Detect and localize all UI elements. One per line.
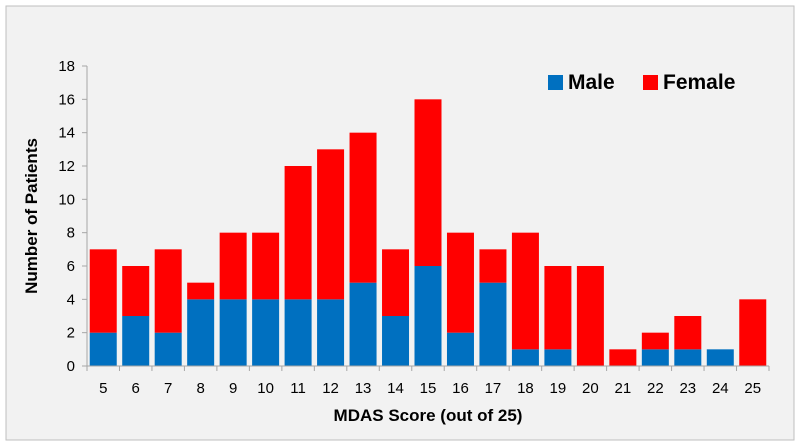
legend-label-male: Male	[568, 71, 615, 94]
x-tick-label: 18	[517, 380, 534, 397]
bar-female-22	[641, 332, 669, 350]
bar-female-15	[414, 99, 442, 266]
bar-female-18	[511, 232, 539, 350]
bar-female-21	[609, 349, 637, 366]
y-axis-ticks: 0 2 4 6 8 10 12 14 16 18	[58, 58, 87, 375]
legend-swatch-male	[548, 75, 563, 90]
bar-male-7	[154, 332, 182, 366]
y-tick-label: 12	[58, 158, 75, 175]
bar-female-8	[187, 282, 215, 300]
x-tick-label: 13	[355, 380, 372, 397]
x-tick-label: 20	[582, 380, 599, 397]
y-tick-label: 16	[58, 91, 75, 108]
bar-female-7	[154, 249, 182, 333]
bar-male-6	[122, 316, 150, 366]
x-tick-label: 19	[550, 380, 567, 397]
legend-label-female: Female	[663, 71, 735, 94]
y-tick-label: 8	[67, 225, 75, 242]
bar-female-5	[89, 249, 117, 333]
bar-female-12	[317, 149, 345, 300]
bar-female-23	[674, 316, 702, 350]
bar-male-9	[219, 299, 247, 366]
x-tick-label: 10	[257, 380, 274, 397]
y-tick-label: 4	[67, 291, 75, 308]
y-tick-label: 10	[58, 191, 75, 208]
bar-male-15	[414, 266, 442, 366]
bar-female-6	[122, 266, 150, 316]
bar-female-16	[446, 232, 474, 333]
bar-male-24	[706, 349, 734, 366]
bar-female-13	[349, 132, 377, 283]
x-tick-label: 7	[164, 380, 172, 397]
y-tick-label: 6	[67, 258, 75, 275]
x-tick-label: 9	[229, 380, 237, 397]
x-tick-label: 23	[679, 380, 696, 397]
bar-male-18	[511, 349, 539, 366]
bar-female-20	[576, 266, 604, 366]
x-tick-label: 5	[99, 380, 107, 397]
x-tick-label: 24	[712, 380, 729, 397]
bars-group	[89, 99, 767, 366]
bar-male-22	[641, 349, 669, 366]
x-tick-label: 21	[615, 380, 632, 397]
x-tick-label: 8	[196, 380, 204, 397]
bar-female-14	[382, 249, 410, 316]
bar-female-25	[739, 299, 767, 366]
bar-male-23	[674, 349, 702, 366]
y-tick-label: 14	[58, 125, 75, 142]
x-tick-label: 11	[290, 380, 306, 397]
bar-male-8	[187, 299, 215, 366]
x-tick-label: 17	[485, 380, 502, 397]
x-tick-label: 16	[452, 380, 469, 397]
bar-male-19	[544, 349, 572, 366]
x-tick-label: 12	[322, 380, 339, 397]
bar-male-10	[252, 299, 280, 366]
y-tick-label: 2	[67, 325, 75, 342]
bar-female-10	[252, 232, 280, 300]
bar-male-5	[89, 332, 117, 366]
x-tick-label: 15	[420, 380, 437, 397]
bar-male-16	[446, 332, 474, 366]
x-axis-title: MDAS Score (out of 25)	[334, 406, 523, 425]
y-tick-label: 18	[58, 58, 75, 75]
x-axis-ticks: 5 6 7 8 9 10 11 12 13 14 15 16 17 18 19 20 21 22 23 24 25	[86, 366, 770, 397]
bar-male-11	[284, 299, 312, 366]
bar-female-17	[479, 249, 507, 283]
x-tick-label: 14	[387, 380, 404, 397]
bar-male-12	[317, 299, 345, 366]
chart-panel-background	[5, 5, 795, 441]
x-tick-label: 25	[744, 380, 761, 397]
bar-male-13	[349, 282, 377, 366]
bar-female-11	[284, 166, 312, 300]
y-axis-title: Number of Patients	[22, 138, 41, 294]
x-tick-label: 6	[132, 380, 140, 397]
bar-female-9	[219, 232, 247, 300]
x-tick-label: 22	[647, 380, 664, 397]
bar-female-19	[544, 266, 572, 350]
y-tick-label: 0	[67, 358, 75, 375]
legend: Male Female	[548, 71, 735, 94]
legend-swatch-female	[643, 75, 658, 90]
bar-male-17	[479, 282, 507, 366]
bar-male-14	[382, 316, 410, 366]
